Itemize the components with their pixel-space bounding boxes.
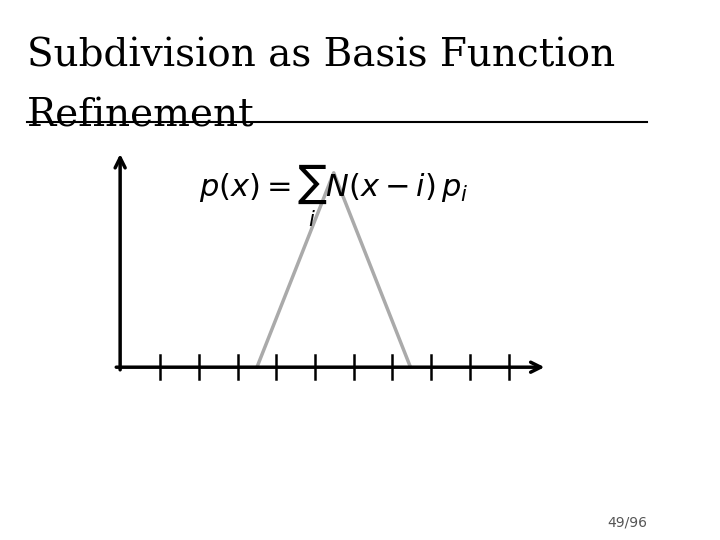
Text: 49/96: 49/96 xyxy=(608,515,647,529)
Text: Subdivision as Basis Function: Subdivision as Basis Function xyxy=(27,38,615,75)
Text: Refinement: Refinement xyxy=(27,97,254,134)
Text: $p(x) = \sum_i N(x-i)\,p_i$: $p(x) = \sum_i N(x-i)\,p_i$ xyxy=(199,162,468,229)
